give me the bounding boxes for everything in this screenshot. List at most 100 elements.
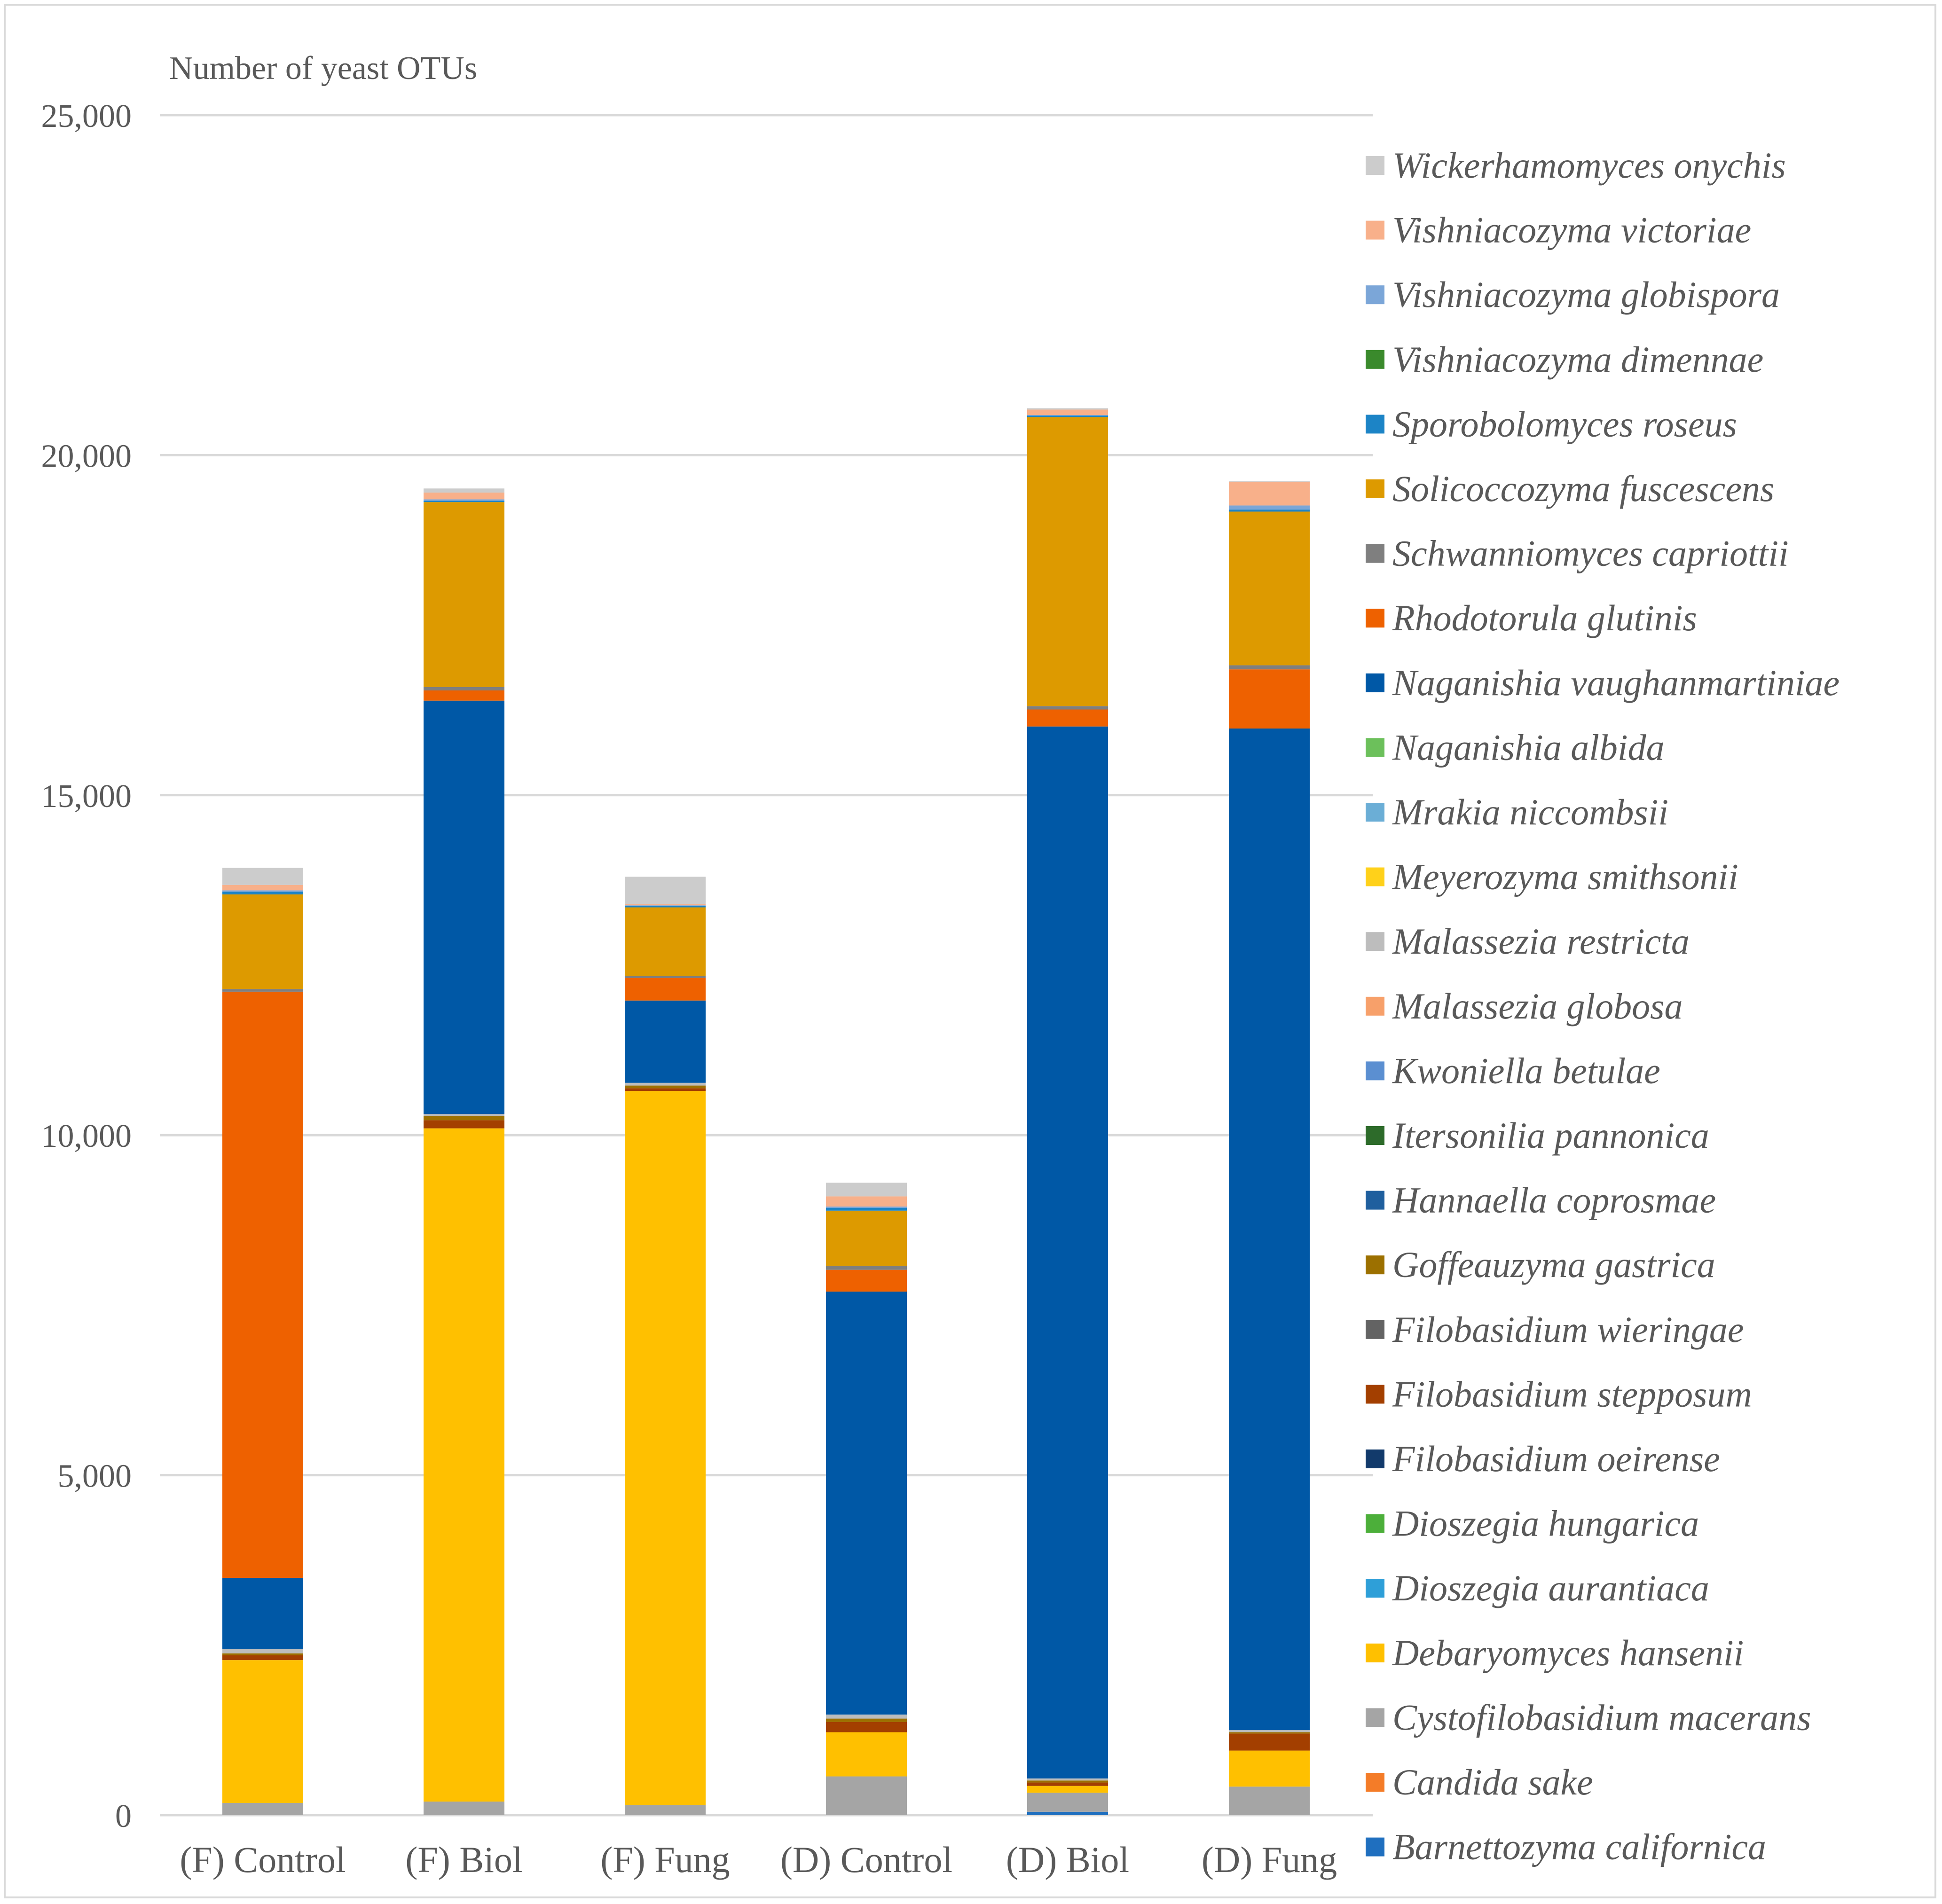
- bar-segment: [424, 1128, 504, 1802]
- bar-segment: [222, 991, 303, 1578]
- legend-label: Vishniacozyma dimennae: [1392, 339, 1763, 380]
- bar-segment: [826, 1208, 907, 1211]
- legend-label: Filobasidium stepposum: [1392, 1373, 1752, 1414]
- legend-swatch: [1366, 1450, 1384, 1468]
- y-tick-label: 10,000: [41, 1118, 132, 1154]
- legend-swatch: [1366, 738, 1384, 757]
- y-tick-label: 0: [115, 1798, 132, 1834]
- bar-segment: [625, 1088, 706, 1091]
- bar-segment: [826, 1776, 907, 1815]
- legend-swatch: [1366, 156, 1384, 175]
- legend-label: Filobasidium wieringae: [1392, 1309, 1744, 1350]
- legend-label: Vishniacozyma victoriae: [1392, 210, 1751, 251]
- bar-segment: [424, 700, 504, 1114]
- bar-segment: [625, 978, 706, 1001]
- bar-segment: [1229, 481, 1310, 506]
- legend-label: Solicoccozyma fuscescens: [1392, 468, 1774, 509]
- x-tick-label: (D) Biol: [1006, 1839, 1129, 1880]
- y-tick-label: 20,000: [41, 438, 132, 474]
- legend-swatch: [1366, 479, 1384, 498]
- bar-segment: [826, 1207, 907, 1208]
- legend-label: Malassezia restricta: [1392, 921, 1690, 962]
- x-tick-label: (F) Biol: [405, 1839, 522, 1880]
- legend-swatch: [1366, 932, 1384, 951]
- bar-segment: [222, 894, 303, 989]
- y-tick-label: 15,000: [41, 778, 132, 815]
- bar-segment: [826, 1196, 907, 1207]
- legend-label: Schwanniomyces capriottii: [1392, 533, 1789, 574]
- bar-segment: [625, 907, 706, 976]
- bar-segment: [625, 1091, 706, 1805]
- bar-segment: [826, 1722, 907, 1732]
- legend-label: Dioszegia hungarica: [1392, 1503, 1699, 1544]
- legend-swatch: [1366, 867, 1384, 886]
- legend-label: Rhodotorula glutinis: [1392, 597, 1697, 638]
- bar-segment: [1229, 729, 1310, 1731]
- legend-swatch: [1366, 1514, 1384, 1533]
- bar-segment: [222, 1653, 303, 1656]
- legend-swatch: [1366, 803, 1384, 822]
- bar-segment: [625, 904, 706, 906]
- bar-segment: [1027, 1793, 1108, 1812]
- bar-segment: [222, 885, 303, 891]
- bar-segment: [625, 905, 706, 906]
- bar-segment: [1229, 1786, 1310, 1815]
- bar-segment: [222, 989, 303, 992]
- bar-segment: [424, 492, 504, 500]
- legend-swatch: [1366, 1643, 1384, 1662]
- legend-swatch: [1366, 1579, 1384, 1598]
- bar-segment: [1229, 1730, 1310, 1732]
- legend-label: Dioszegia aurantiaca: [1392, 1567, 1709, 1608]
- bar-segment: [625, 1000, 706, 1083]
- bar-segment: [826, 1732, 907, 1777]
- bar-segment: [625, 906, 706, 908]
- bar-segment: [1027, 1786, 1108, 1793]
- x-tick-label: (D) Control: [780, 1839, 952, 1880]
- bar-segment: [1027, 408, 1108, 410]
- legend-swatch: [1366, 1708, 1384, 1727]
- legend-swatch: [1366, 1126, 1384, 1145]
- legend-swatch: [1366, 609, 1384, 628]
- bar-segment: [625, 1085, 706, 1089]
- legend-label: Debaryomyces hansenii: [1392, 1632, 1744, 1673]
- bar-segment: [1027, 1780, 1108, 1783]
- bar-segment: [424, 1120, 504, 1128]
- bar-segment: [424, 1116, 504, 1120]
- legend-swatch: [1366, 1191, 1384, 1210]
- y-tick-labels: 0 5,000 10,000 15,000 20,000 25,000: [41, 98, 132, 1834]
- bar-segment: [222, 1802, 303, 1815]
- bars: [222, 408, 1310, 1815]
- bar-segment: [1229, 1732, 1310, 1734]
- bar-segment: [625, 976, 706, 978]
- bar-segment: [826, 1210, 907, 1266]
- bar-segment: [222, 892, 303, 895]
- bar-segment: [1027, 726, 1108, 1779]
- bar-segment: [1027, 1811, 1108, 1815]
- bar-segment: [222, 868, 303, 885]
- bar-segment: [424, 501, 504, 502]
- bar-segment: [1229, 505, 1310, 510]
- bar-segment: [222, 1578, 303, 1649]
- bar-segment: [424, 687, 504, 690]
- legend-swatch: [1366, 1255, 1384, 1275]
- bar-segment: [625, 1805, 706, 1815]
- legend-label: Vishniacozyma globispora: [1392, 274, 1780, 315]
- legend-label: Filobasidium oeirense: [1392, 1438, 1720, 1479]
- bar-segment: [1027, 706, 1108, 710]
- bar-segment: [826, 1718, 907, 1722]
- legend-swatch: [1366, 350, 1384, 369]
- bar-segment: [222, 890, 303, 892]
- x-tick-label: (F) Fung: [600, 1839, 730, 1880]
- legend-swatch: [1366, 673, 1384, 692]
- bar-segment: [826, 1714, 907, 1719]
- legend-swatch: [1366, 544, 1384, 563]
- legend-swatch: [1366, 1061, 1384, 1081]
- bar-segment: [1229, 509, 1310, 512]
- bar-segment: [1229, 665, 1310, 670]
- y-tick-label: 25,000: [41, 98, 132, 134]
- bar-segment: [625, 877, 706, 904]
- legend-swatch: [1366, 415, 1384, 434]
- y-axis-label: Number of yeast OTUs: [169, 50, 477, 86]
- legend-label: Itersonilia pannonica: [1392, 1115, 1709, 1156]
- bar-segment: [1229, 511, 1310, 666]
